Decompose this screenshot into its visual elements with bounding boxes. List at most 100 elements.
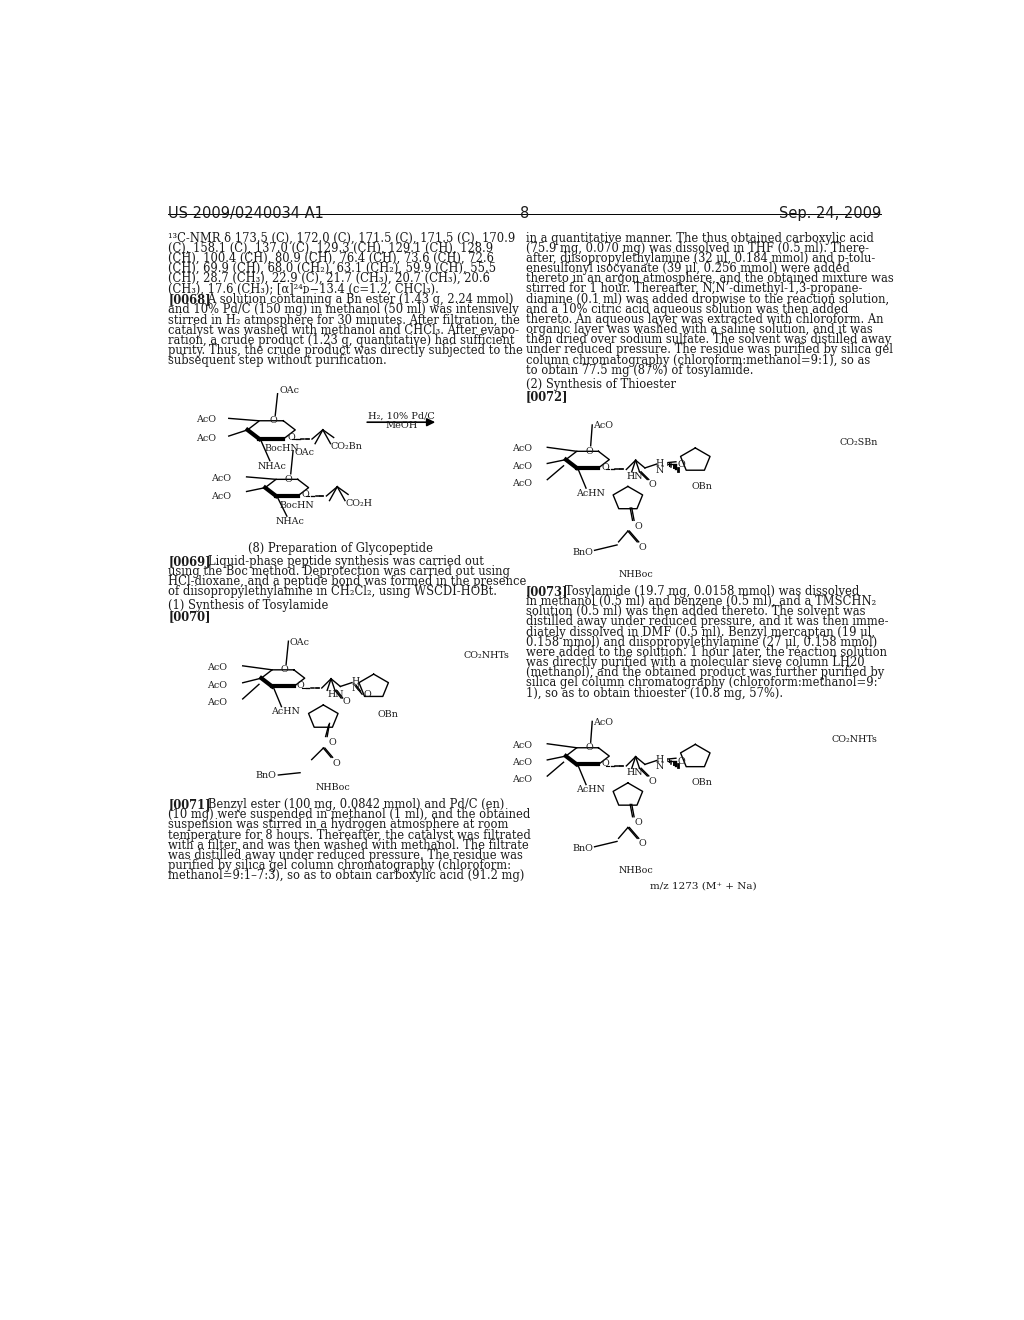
Text: organic layer was washed with a saline solution, and it was: organic layer was washed with a saline s… bbox=[525, 323, 872, 337]
Text: H: H bbox=[655, 459, 664, 467]
Text: silica gel column chromatography (chloroform:methanol=9:: silica gel column chromatography (chloro… bbox=[525, 676, 878, 689]
Text: AcO: AcO bbox=[512, 775, 531, 784]
Text: O: O bbox=[329, 738, 337, 747]
Text: in a quantitative manner. The thus obtained carboxylic acid: in a quantitative manner. The thus obtai… bbox=[525, 231, 873, 244]
Text: (CH), 28.7 (CH₃), 22.9 (C), 21.7 (CH₃), 20.7 (CH₃), 20.6: (CH), 28.7 (CH₃), 22.9 (C), 21.7 (CH₃), … bbox=[168, 272, 490, 285]
Text: OAc: OAc bbox=[289, 638, 309, 647]
Text: (CH), 69.9 (CH), 68.0 (CH₂), 63.1 (CH₂), 59.9 (CH), 55.5: (CH), 69.9 (CH), 68.0 (CH₂), 63.1 (CH₂),… bbox=[168, 263, 497, 275]
Text: stirred in H₂ atmosphere for 30 minutes. After filtration, the: stirred in H₂ atmosphere for 30 minutes.… bbox=[168, 314, 520, 326]
Text: (1) Synthesis of Tosylamide: (1) Synthesis of Tosylamide bbox=[168, 598, 329, 611]
Text: catalyst was washed with methanol and CHCl₃. After evapo-: catalyst was washed with methanol and CH… bbox=[168, 323, 519, 337]
Text: O: O bbox=[639, 840, 646, 847]
Text: N: N bbox=[351, 684, 359, 693]
Text: O: O bbox=[333, 759, 340, 768]
Text: O: O bbox=[678, 461, 685, 469]
Text: solution (0.5 ml) was then added thereto. The solvent was: solution (0.5 ml) was then added thereto… bbox=[525, 606, 865, 618]
Text: A solution containing a Bn ester (1.43 g, 2.24 mmol): A solution containing a Bn ester (1.43 g… bbox=[197, 293, 513, 306]
Text: Tosylamide (19.7 mg, 0.0158 mmol) was dissolved: Tosylamide (19.7 mg, 0.0158 mmol) was di… bbox=[554, 585, 859, 598]
Text: BnO: BnO bbox=[572, 845, 593, 854]
Text: AcO: AcO bbox=[512, 479, 531, 488]
Text: ration, a crude product (1.23 g, quantitative) had sufficient: ration, a crude product (1.23 g, quantit… bbox=[168, 334, 515, 347]
Text: 0.158 mmol) and diisopropylethylamine (27 μl, 0.158 mmol): 0.158 mmol) and diisopropylethylamine (2… bbox=[525, 636, 877, 649]
Text: NHBoc: NHBoc bbox=[315, 783, 350, 792]
Text: (2) Synthesis of Thioester: (2) Synthesis of Thioester bbox=[525, 378, 676, 391]
Text: O: O bbox=[285, 475, 292, 483]
Text: OAc: OAc bbox=[295, 447, 314, 457]
Text: O: O bbox=[601, 759, 609, 768]
Text: was directly purified with a molecular sieve column LH20: was directly purified with a molecular s… bbox=[525, 656, 864, 669]
Text: O: O bbox=[649, 480, 656, 490]
Text: CO₂H: CO₂H bbox=[345, 499, 372, 508]
Text: diately dissolved in DMF (0.5 ml). Benzyl mercaptan (19 μl,: diately dissolved in DMF (0.5 ml). Benzy… bbox=[525, 626, 874, 639]
Text: AcO: AcO bbox=[196, 414, 216, 424]
Text: BocHN: BocHN bbox=[280, 500, 314, 510]
Text: O: O bbox=[287, 433, 295, 442]
Text: thereto in an argon atmosphere, and the obtained mixture was: thereto in an argon atmosphere, and the … bbox=[525, 272, 893, 285]
Text: O: O bbox=[601, 462, 609, 471]
Text: (methanol), and the obtained product was further purified by: (methanol), and the obtained product was… bbox=[525, 667, 884, 680]
Text: AcHN: AcHN bbox=[575, 488, 605, 498]
Text: HN: HN bbox=[627, 471, 643, 480]
Text: then dried over sodium sulfate. The solvent was distilled away: then dried over sodium sulfate. The solv… bbox=[525, 333, 891, 346]
Text: (10 mg) were suspended in methanol (1 ml), and the obtained: (10 mg) were suspended in methanol (1 ml… bbox=[168, 808, 530, 821]
Text: O: O bbox=[269, 416, 276, 425]
Text: HCl-dioxane, and a peptide bond was formed in the presence: HCl-dioxane, and a peptide bond was form… bbox=[168, 576, 526, 589]
Text: (CH₃), 17.6 (CH₃); [α]²⁴ᴅ−13.4 (c=1.2, CHCl₃).: (CH₃), 17.6 (CH₃); [α]²⁴ᴅ−13.4 (c=1.2, C… bbox=[168, 282, 439, 296]
Text: were added to the solution. 1 hour later, the reaction solution: were added to the solution. 1 hour later… bbox=[525, 645, 887, 659]
Text: methanol=9:1–7:3), so as to obtain carboxylic acid (91.2 mg): methanol=9:1–7:3), so as to obtain carbo… bbox=[168, 870, 524, 882]
Text: H: H bbox=[351, 677, 359, 686]
Text: diamine (0.1 ml) was added dropwise to the reaction solution,: diamine (0.1 ml) was added dropwise to t… bbox=[525, 293, 889, 305]
Text: to obtain 77.5 mg (87%) of tosylamide.: to obtain 77.5 mg (87%) of tosylamide. bbox=[525, 364, 753, 376]
Text: AcHN: AcHN bbox=[271, 708, 300, 717]
Text: CO₂Bn: CO₂Bn bbox=[331, 442, 362, 451]
Text: AcO: AcO bbox=[211, 474, 231, 483]
Text: OBn: OBn bbox=[691, 779, 713, 787]
Text: stirred for 1 hour. Thereafter, N,N’-dimethyl-1,3-propane-: stirred for 1 hour. Thereafter, N,N’-dim… bbox=[525, 282, 862, 296]
Text: and a 10% citric acid aqueous solution was then added: and a 10% citric acid aqueous solution w… bbox=[525, 302, 848, 315]
Text: O: O bbox=[639, 543, 646, 552]
Text: AcO: AcO bbox=[207, 698, 227, 708]
Text: BocHN: BocHN bbox=[265, 444, 300, 453]
Text: AcO: AcO bbox=[207, 681, 227, 690]
Text: N: N bbox=[655, 762, 665, 771]
Text: [0071]: [0071] bbox=[168, 799, 211, 810]
Text: (8) Preparation of Glycopeptide: (8) Preparation of Glycopeptide bbox=[248, 541, 433, 554]
Text: OBn: OBn bbox=[691, 482, 713, 491]
Text: BnO: BnO bbox=[572, 548, 593, 557]
Text: O: O bbox=[678, 756, 685, 766]
Text: O: O bbox=[281, 665, 289, 675]
Text: O: O bbox=[634, 818, 642, 828]
Text: O: O bbox=[302, 490, 309, 499]
Text: (75.9 mg, 0.070 mg) was dissolved in THF (0.5 ml). There-: (75.9 mg, 0.070 mg) was dissolved in THF… bbox=[525, 242, 868, 255]
Text: AcO: AcO bbox=[512, 445, 531, 453]
Text: [0072]: [0072] bbox=[525, 391, 568, 403]
Text: O: O bbox=[297, 681, 305, 690]
Text: AcO: AcO bbox=[512, 462, 531, 471]
Text: with a filter, and was then washed with methanol. The filtrate: with a filter, and was then washed with … bbox=[168, 838, 529, 851]
Text: Benzyl ester (100 mg, 0.0842 mmol) and Pd/C (en): Benzyl ester (100 mg, 0.0842 mmol) and P… bbox=[197, 799, 505, 810]
Text: AcO: AcO bbox=[196, 434, 216, 442]
Text: (C), 158.1 (C), 137.0 (C), 129.3 (CH), 129.1 (CH), 128.9: (C), 158.1 (C), 137.0 (C), 129.3 (CH), 1… bbox=[168, 242, 494, 255]
Text: BnO: BnO bbox=[256, 771, 276, 780]
Text: of diisopropylethylamine in CH₂Cl₂, using WSCDI-HOBt.: of diisopropylethylamine in CH₂Cl₂, usin… bbox=[168, 585, 498, 598]
Text: O: O bbox=[343, 697, 350, 706]
Text: [0073]: [0073] bbox=[525, 585, 568, 598]
Text: subsequent step without purification.: subsequent step without purification. bbox=[168, 354, 387, 367]
Text: AcO: AcO bbox=[593, 421, 613, 430]
Text: US 2009/0240034 A1: US 2009/0240034 A1 bbox=[168, 206, 325, 222]
Text: H₂, 10% Pd/C: H₂, 10% Pd/C bbox=[368, 412, 434, 421]
Text: after, diisopropylethylamine (32 μl, 0.184 mmol) and p-tolu-: after, diisopropylethylamine (32 μl, 0.1… bbox=[525, 252, 874, 265]
Text: using the Boc method. Deprotection was carried out using: using the Boc method. Deprotection was c… bbox=[168, 565, 510, 578]
Text: temperature for 8 hours. Thereafter, the catalyst was filtrated: temperature for 8 hours. Thereafter, the… bbox=[168, 829, 531, 842]
Text: O: O bbox=[364, 690, 372, 700]
Text: enesulfonyl isocyanate (39 μl, 0.256 mmol) were added: enesulfonyl isocyanate (39 μl, 0.256 mmo… bbox=[525, 263, 850, 275]
Text: Liquid-phase peptide synthesis was carried out: Liquid-phase peptide synthesis was carri… bbox=[197, 554, 484, 568]
Text: [0070]: [0070] bbox=[168, 610, 211, 623]
Text: NHBoc: NHBoc bbox=[618, 570, 653, 578]
Text: MeOH: MeOH bbox=[385, 421, 418, 430]
Text: O: O bbox=[649, 776, 656, 785]
Text: (CH), 100.4 (CH), 80.9 (CH), 76.4 (CH), 73.6 (CH), 72.6: (CH), 100.4 (CH), 80.9 (CH), 76.4 (CH), … bbox=[168, 252, 495, 265]
Text: distilled away under reduced pressure, and it was then imme-: distilled away under reduced pressure, a… bbox=[525, 615, 888, 628]
Text: CO₂NHTs: CO₂NHTs bbox=[464, 651, 509, 660]
Text: in methanol (0.5 ml) and benzene (0.5 ml), and a TMSCHN₂: in methanol (0.5 ml) and benzene (0.5 ml… bbox=[525, 595, 876, 609]
